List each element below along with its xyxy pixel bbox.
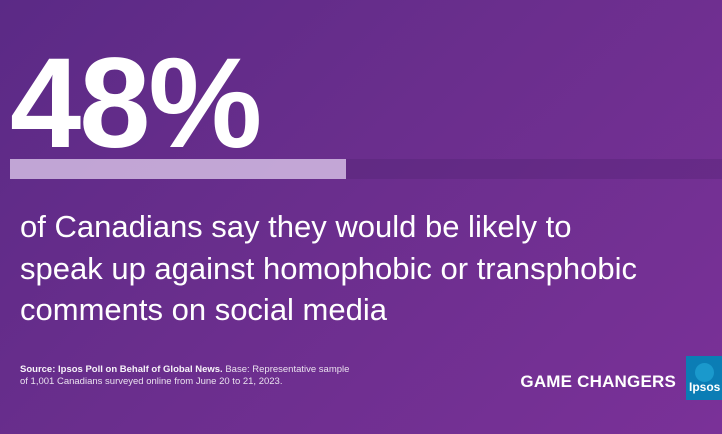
logo-text: Ipsos — [689, 380, 721, 394]
source-text-line-1: Base: Representative sample — [222, 364, 350, 375]
source-text-line-2: of 1,001 Canadians surveyed online from … — [20, 376, 283, 388]
teal-decorative-stripe — [0, 0, 73, 7]
ipsos-logo: Ipsos — [686, 356, 722, 400]
logo-circle-icon — [695, 363, 714, 382]
headline-text: of Canadians say they would be likely to… — [20, 206, 710, 331]
source-label: Source: Ipsos Poll on Behalf of Global N… — [20, 364, 223, 375]
main-stat: 48% — [10, 32, 262, 175]
stat-divider-line — [346, 159, 722, 179]
headline-line-2: speak up against homophobic or transphob… — [20, 250, 637, 286]
source-note: Source: Ipsos Poll on Behalf of Global N… — [20, 364, 430, 389]
stat-highlight-bar — [10, 159, 346, 179]
game-changers-brand: GAME CHANGERS — [520, 372, 676, 391]
headline-line-1: of Canadians say they would be likely to — [20, 209, 572, 244]
headline-line-3: comments on social media — [20, 292, 387, 328]
